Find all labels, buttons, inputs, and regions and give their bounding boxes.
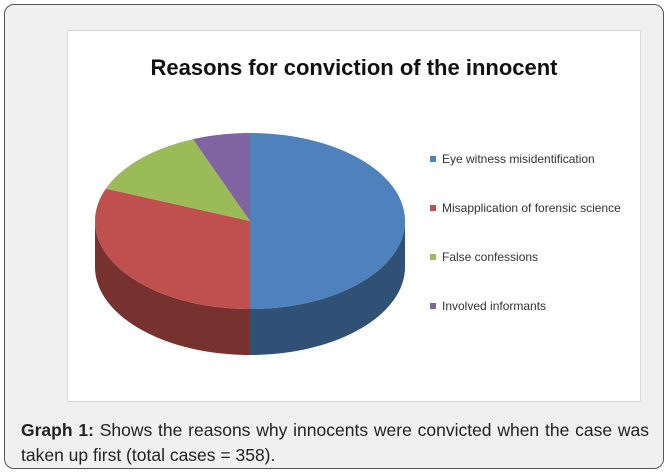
legend-item: Eye witness misidentification bbox=[430, 151, 630, 200]
caption-label: Graph 1: bbox=[21, 420, 94, 440]
slice bbox=[95, 188, 250, 309]
legend-label: False confessions bbox=[442, 250, 539, 264]
chart: Reasons for conviction of the innocent bbox=[95, 55, 558, 355]
legend-item: Misapplication of forensic science bbox=[430, 200, 630, 249]
legend-label: Involved informants bbox=[442, 299, 547, 313]
legend-swatch bbox=[430, 254, 436, 260]
slice bbox=[192, 133, 250, 221]
slice-side bbox=[95, 221, 250, 355]
slice bbox=[250, 133, 405, 309]
legend-swatch bbox=[430, 156, 436, 162]
legend-swatch bbox=[430, 303, 436, 309]
slice bbox=[105, 139, 250, 221]
legend-item: False confessions bbox=[430, 249, 630, 298]
slice-side bbox=[250, 221, 405, 355]
chart-title: Reasons for conviction of the innocent bbox=[150, 55, 558, 80]
chart-area: Reasons for conviction of the innocent E… bbox=[67, 30, 641, 402]
legend-item: Involved informants bbox=[430, 298, 630, 347]
caption-text: Shows the reasons why innocents were con… bbox=[21, 420, 649, 465]
legend-swatch bbox=[430, 205, 436, 211]
figure-frame: Reasons for conviction of the innocent E… bbox=[4, 4, 664, 469]
legend-label: Eye witness misidentification bbox=[442, 152, 595, 166]
caption: Graph 1: Shows the reasons why innocents… bbox=[21, 418, 649, 468]
legend: Eye witness misidentification Misapplicat… bbox=[430, 151, 630, 347]
legend-label: Misapplication of forensic science bbox=[442, 201, 621, 215]
